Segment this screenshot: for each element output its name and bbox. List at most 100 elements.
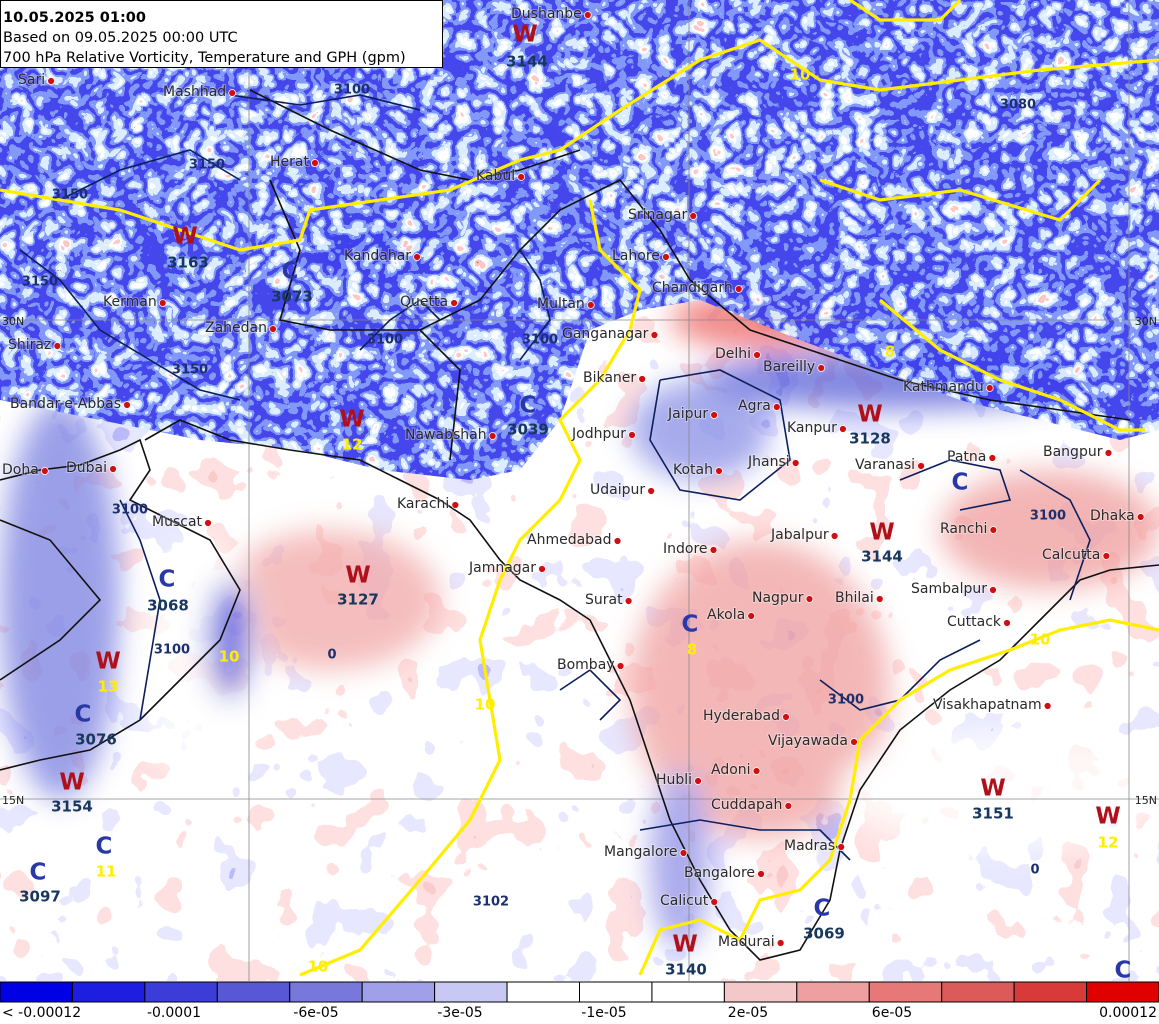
city-dot <box>709 546 718 554</box>
description: 700 hPa Relative Vorticity, Temperature … <box>3 50 406 66</box>
system-temperature: 8 <box>687 641 697 659</box>
colorbar-label: -0.0001 <box>147 1005 201 1021</box>
city-dot <box>817 364 826 372</box>
colorbar-label: 2e-05 <box>728 1005 768 1021</box>
colorbar-swatch <box>216 981 291 1003</box>
city-label: Nawabshah <box>405 427 487 443</box>
city-dot <box>109 465 117 473</box>
system-letter: W <box>95 649 120 675</box>
system-letter: W <box>339 407 364 433</box>
city-dot <box>988 454 997 462</box>
city-dot <box>772 403 781 411</box>
city-label: Surat <box>585 592 623 608</box>
city-label: Bangpur <box>1043 444 1103 460</box>
gph-contours <box>19 94 1091 861</box>
city-dot <box>694 777 702 785</box>
city-label: Calicut <box>660 893 709 909</box>
city-dots <box>40 11 1145 947</box>
city-label: Bhilai <box>835 590 874 606</box>
system-gph: 3151 <box>972 805 1014 823</box>
city-label: Bandar-e-Abbas <box>10 396 121 412</box>
system-letter: W <box>512 22 537 48</box>
city-label: Hyderabad <box>703 708 780 724</box>
temperature-label: 10 <box>1030 631 1051 649</box>
city-dot <box>451 501 460 509</box>
system-temperature: 12 <box>1098 834 1119 852</box>
gph-label: 3150 <box>172 363 208 378</box>
gph-label: 3080 <box>1000 98 1036 113</box>
city-dot <box>1104 449 1113 457</box>
city-label: Jaipur <box>667 406 708 422</box>
city-label: Bombay <box>557 657 615 673</box>
city-label: Doha <box>2 462 39 478</box>
system-letter: C <box>1115 958 1132 984</box>
city-dot <box>269 325 277 333</box>
city-label: Multan <box>537 296 585 312</box>
city-dot <box>747 612 756 620</box>
system-gph: 3068 <box>147 597 189 615</box>
city-label: Dhaka <box>1090 508 1135 524</box>
colorbar-label: 0.00012 <box>1099 1005 1157 1021</box>
city-label: Jhansi <box>747 454 790 470</box>
city-dot <box>839 425 847 433</box>
system-letter: W <box>345 563 370 589</box>
temperature-label: 8 <box>885 343 895 361</box>
colorbar-swatch <box>651 981 725 1003</box>
city-dot <box>1136 513 1145 521</box>
city-dot <box>488 432 497 440</box>
city-dot <box>837 843 846 851</box>
system-gph: 3144 <box>861 548 903 566</box>
city-dot <box>40 467 49 475</box>
colorbar-swatch <box>941 981 1015 1003</box>
city-label: Varanasi <box>855 457 915 473</box>
system-letter: W <box>857 402 882 428</box>
city-label: Lahore <box>612 248 660 264</box>
colorbar-swatch <box>1013 981 1088 1003</box>
gph-label: 3100 <box>334 83 370 98</box>
city-label: Agra <box>738 398 771 414</box>
system-gph: 3039 <box>507 421 549 439</box>
field-patches <box>0 225 1159 950</box>
city-label: Kotah <box>673 462 713 478</box>
city-dot <box>784 802 793 810</box>
grid-label: 30N <box>2 315 24 328</box>
city-label: Cuddapah <box>711 797 782 813</box>
grid-label: 15N <box>2 794 24 807</box>
colorbar-label: < -0.00012 <box>2 1005 81 1021</box>
city-label: Bikaner <box>583 370 636 386</box>
city-dot <box>1102 552 1111 560</box>
gph-label: 3102 <box>473 895 509 910</box>
system-letter: C <box>682 612 699 638</box>
city-label: Adoni <box>711 762 751 778</box>
colorbar-swatch <box>434 981 508 1003</box>
city-dot <box>413 253 421 261</box>
city-dot <box>679 849 688 857</box>
city-dot <box>613 537 622 545</box>
header-box: 10.05.2025 01:00 Based on 09.05.2025 00:… <box>0 0 443 68</box>
city-dot <box>661 253 670 261</box>
city-label: Ranchi <box>940 521 987 537</box>
city-dot <box>204 519 212 527</box>
city-dot <box>850 738 858 746</box>
city-label: Kanpur <box>787 420 837 436</box>
system-gph: 3069 <box>803 925 845 943</box>
system-letter: W <box>980 776 1005 802</box>
city-dot <box>123 401 131 409</box>
colorbar-swatch <box>0 981 73 1003</box>
system-letter: C <box>159 567 176 593</box>
temperature-label: 10 <box>475 696 496 714</box>
city-dot <box>715 467 723 475</box>
city-label: Vijayawada <box>768 733 848 749</box>
gph-label: 3100 <box>828 693 864 708</box>
colorbar-swatch <box>579 981 653 1003</box>
system-gph: 3127 <box>337 591 379 609</box>
city-dot <box>917 462 925 470</box>
system-gph: 3140 <box>665 961 707 979</box>
city-label: Quetta <box>400 294 448 310</box>
city-dot <box>1003 619 1011 627</box>
city-label: Patna <box>947 449 986 465</box>
colorbar-label: -3e-05 <box>437 1005 482 1021</box>
system-gph: 3144 <box>506 53 548 71</box>
temperature-label: 10 <box>219 648 240 666</box>
